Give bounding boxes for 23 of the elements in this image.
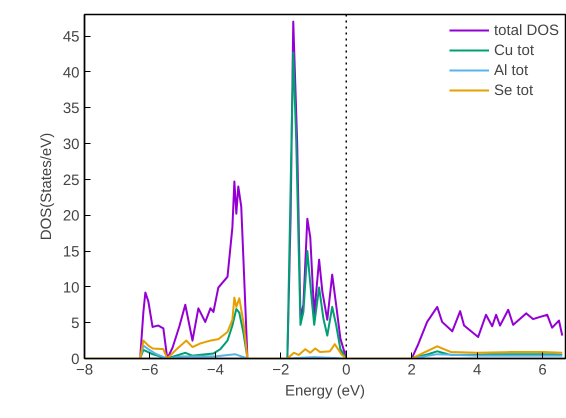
y-tick-label: 10 xyxy=(62,279,80,296)
y-axis-title: DOS(States/eV) xyxy=(38,132,55,240)
y-tick-label: 0 xyxy=(71,351,80,368)
x-tick-label: 2 xyxy=(408,362,416,378)
x-axis-title: Energy (eV) xyxy=(284,382,366,400)
y-tick-label: 45 xyxy=(62,28,80,46)
y-tick-label: 30 xyxy=(62,136,80,153)
x-tick-label: −6 xyxy=(141,362,158,378)
legend-label: Al tot xyxy=(494,62,528,78)
x-tick-label: 0 xyxy=(342,362,350,378)
x-tick-label: 6 xyxy=(538,362,547,378)
legend-label: Cu tot xyxy=(494,42,534,58)
y-tick-label: 20 xyxy=(62,208,80,225)
legend-label: Se tot xyxy=(494,82,534,98)
x-tick-label: 4 xyxy=(472,362,482,378)
y-tick-label: 15 xyxy=(62,244,80,260)
x-tick-label: −2 xyxy=(272,362,290,378)
y-tick-label: 35 xyxy=(62,100,80,118)
y-tick-label: 25 xyxy=(62,172,80,189)
y-tick-label: 5 xyxy=(71,315,80,332)
y-tick-label: 40 xyxy=(62,64,80,82)
legend-label: total DOS xyxy=(494,22,559,38)
x-tick-label: −4 xyxy=(206,362,224,378)
